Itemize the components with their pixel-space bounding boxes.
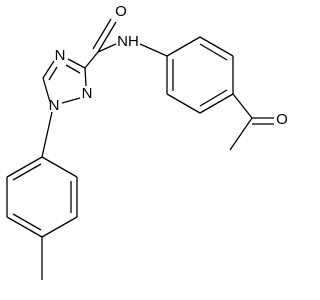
atom-label: N: [55, 47, 66, 64]
molecule: O NH N N N O: [6, 3, 288, 280]
atom-label: N: [82, 85, 93, 102]
atom-label: NH: [117, 33, 139, 50]
atom-label: N: [49, 97, 60, 114]
bonds: [6, 18, 274, 280]
atom-label: O: [115, 3, 127, 20]
atom-label: O: [276, 111, 288, 128]
